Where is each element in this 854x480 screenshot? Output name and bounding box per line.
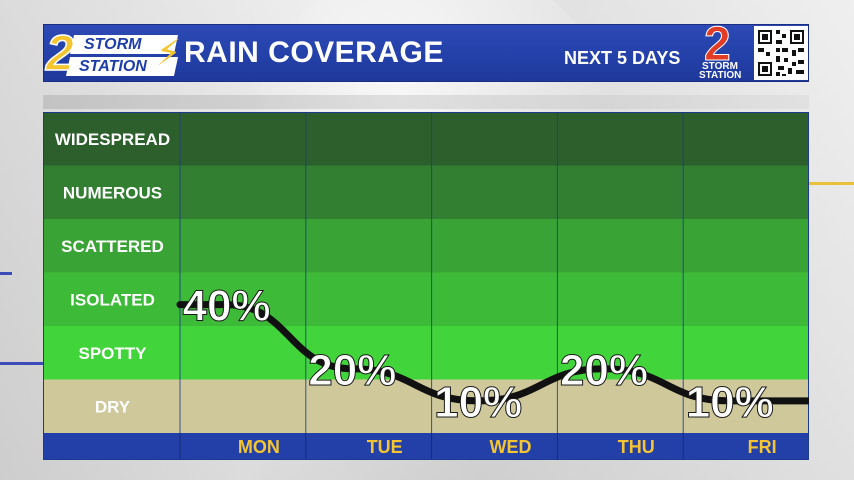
page-title: RAIN COVERAGE [184, 36, 444, 69]
x-tick-label: WED [490, 437, 532, 457]
badge-word-storm: STORM [702, 61, 738, 72]
badge-word-station: STATION [699, 70, 742, 81]
band-label: SPOTTY [78, 344, 147, 363]
sub-banner [43, 95, 809, 109]
data-label: 20% [308, 346, 396, 395]
x-tick-label: MON [238, 437, 280, 457]
decor-line [0, 362, 44, 365]
coverage-band-isolated [43, 272, 809, 326]
coverage-line [176, 301, 809, 405]
data-label: 10% [434, 378, 522, 427]
coverage-band-scattered [43, 219, 809, 273]
coverage-band-spotty [43, 326, 809, 380]
header-bar: 2 STORM STATION ⚡ RAIN COVERAGE NEXT 5 D… [43, 18, 809, 82]
logo-number: 2 [45, 25, 74, 81]
lightning-icon: ⚡ [156, 32, 182, 73]
qr-code-icon[interactable] [754, 26, 808, 80]
band-label: SCATTERED [61, 237, 164, 256]
logo-word-storm: STORM [84, 36, 142, 53]
data-label: 20% [560, 346, 648, 395]
band-label: WIDESPREAD [55, 130, 170, 149]
x-tick-label: THU [618, 437, 655, 457]
logo-word-station: STATION [79, 58, 147, 75]
x-tick-label: TUE [367, 437, 403, 457]
band-label: NUMEROUS [63, 183, 162, 202]
chart-border [43, 112, 809, 460]
decor-line [0, 272, 12, 275]
data-label: 10% [686, 378, 774, 427]
band-label: ISOLATED [70, 290, 155, 309]
x-tick-label: FRI [748, 437, 777, 457]
decor-line [795, 182, 854, 185]
page-subtitle: NEXT 5 DAYS [564, 48, 681, 68]
coverage-band-widespread [43, 112, 809, 166]
station-badge: 2 STORM STATION [699, 18, 742, 81]
data-label: 40% [183, 282, 271, 331]
x-axis-bar [43, 433, 809, 460]
storm-station-logo: 2 STORM STATION ⚡ [45, 25, 182, 81]
coverage-band-numerous [43, 165, 809, 219]
rain-coverage-chart: DRY SPOTTY ISOLATED SCATTERED NUMEROUS WIDESP… [43, 112, 809, 460]
band-label: DRY [95, 397, 131, 416]
